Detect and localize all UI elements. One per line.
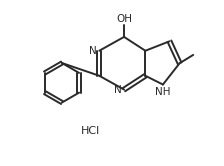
Text: HCl: HCl bbox=[80, 126, 100, 136]
Text: OH: OH bbox=[116, 14, 132, 24]
Text: N: N bbox=[89, 46, 97, 56]
Text: NH: NH bbox=[155, 87, 171, 97]
Text: N: N bbox=[114, 85, 121, 95]
